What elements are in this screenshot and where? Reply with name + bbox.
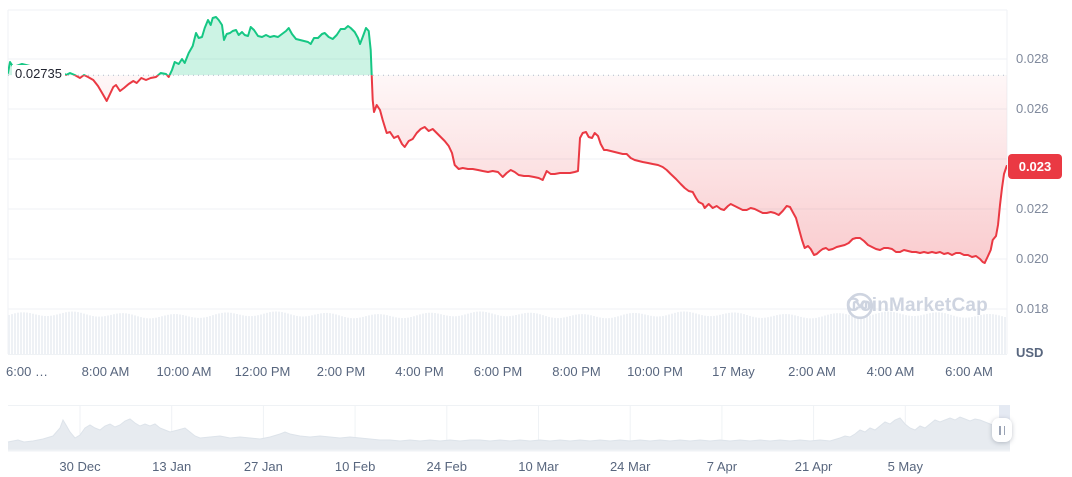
x-axis-tick: 6:00 AM bbox=[945, 364, 993, 379]
nav-date-label: 10 Feb bbox=[334, 459, 376, 474]
y-axis-unit-label: USD bbox=[1016, 345, 1044, 360]
y-axis-tick: 0.026 bbox=[1016, 101, 1049, 116]
nav-date-label: 24 Feb bbox=[426, 459, 468, 474]
x-axis-tick: 4:00 PM bbox=[395, 364, 444, 379]
nav-date-label: 24 Mar bbox=[609, 459, 651, 474]
x-axis-tick: 17 May bbox=[712, 364, 755, 379]
x-axis-tick: 2:00 PM bbox=[316, 364, 366, 379]
baseline-price-label: 0.02735 bbox=[12, 65, 65, 83]
x-axis-tick: 8:00 AM bbox=[81, 364, 130, 379]
nav-date-label: 10 Mar bbox=[518, 459, 559, 474]
nav-date-label: 21 Apr bbox=[794, 459, 833, 474]
current-price-badge: 0.023 bbox=[1008, 154, 1062, 179]
x-axis-tick: 4:00 AM bbox=[866, 364, 915, 379]
watermark-text: CoinMarketCap bbox=[846, 295, 988, 316]
x-axis-tick: 8:00 PM bbox=[552, 364, 601, 379]
nav-date-label: 30 Dec bbox=[59, 459, 101, 474]
y-axis-tick: 0.018 bbox=[1016, 301, 1049, 316]
x-axis-tick: 12:00 PM bbox=[234, 364, 291, 379]
nav-date-label: 5 May bbox=[887, 459, 923, 474]
nav-date-label: 13 Jan bbox=[152, 459, 192, 474]
nav-date-label: 7 Apr bbox=[706, 459, 738, 474]
nav-date-label: 27 Jan bbox=[243, 459, 283, 474]
x-axis-tick: 6:00 PM bbox=[473, 364, 523, 379]
x-axis-tick: 10:00 AM bbox=[156, 364, 212, 379]
x-axis-tick: 2:00 AM bbox=[788, 364, 836, 379]
y-axis-tick: 0.022 bbox=[1016, 201, 1049, 216]
x-axis-tick: 6:00 … bbox=[6, 364, 48, 379]
watermark: CoinMarketCap bbox=[846, 292, 988, 320]
y-axis-tick: 0.028 bbox=[1016, 51, 1049, 66]
main-chart-plot[interactable] bbox=[0, 0, 1072, 400]
volume-bars bbox=[8, 311, 1006, 354]
coinmarketcap-logo-icon bbox=[846, 292, 874, 320]
y-axis-tick: 0.020 bbox=[1016, 251, 1049, 266]
navigator-range-handle[interactable] bbox=[992, 418, 1012, 442]
x-axis-tick: 10:00 PM bbox=[627, 364, 683, 379]
navigator-chart[interactable] bbox=[0, 405, 1072, 455]
